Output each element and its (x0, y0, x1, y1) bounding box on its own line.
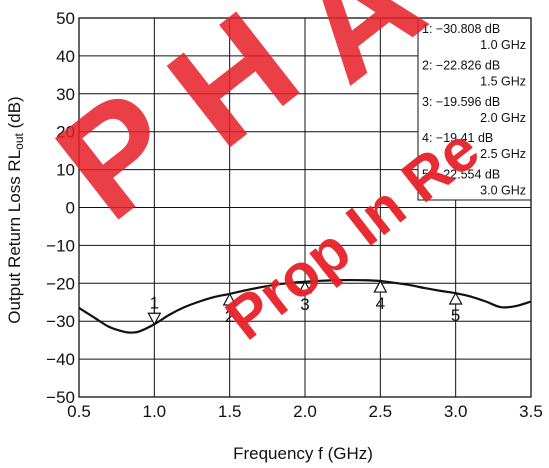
readout-5-freq: 3.0 GHz (480, 184, 526, 198)
x-tick-label: 2.0 (293, 402, 317, 421)
return-loss-curve (78, 278, 532, 334)
y-tick-label: −10 (46, 236, 75, 255)
readout-3-freq: 2.0 GHz (480, 111, 526, 125)
y-tick-label: 50 (56, 9, 75, 28)
readout-4-value: 4: −19.41 dB (422, 131, 493, 145)
y-axis-title-subscript: out (12, 132, 26, 149)
tick-labels: 0.5 1.0 1.5 2.0 2.5 3.0 3.5 50 40 30 20 10 0 −10 −20 −3… (46, 9, 543, 421)
marker-3-triangle (297, 280, 313, 294)
watermark-glyph: P (27, 57, 209, 251)
x-tick-label: 1.0 (143, 402, 167, 421)
marker-1-triangle (147, 312, 162, 326)
x-tick-label: 3.5 (519, 402, 543, 421)
plot-frame (78, 17, 532, 398)
marker-2-label: 2 (225, 307, 234, 326)
marker-readout-box: 1: −30.808 dB 1.0 GHz 2: −22.826 dB 1.5 GHz… (417, 17, 532, 201)
curve-layer (78, 278, 532, 334)
readout-5-value: 5: −22.554 dB (422, 168, 500, 182)
marker-3-label: 3 (300, 295, 309, 314)
y-axis-title-main: Output Return Loss RL (5, 150, 24, 324)
marker-1-label: 1 (150, 293, 159, 312)
x-tick-label: 0.5 (67, 402, 91, 421)
marker-2-triangle (222, 292, 237, 306)
marker-5-label: 5 (451, 306, 460, 325)
y-tick-label: −20 (46, 274, 75, 293)
readout-3-value: 3: −19.596 dB (422, 95, 500, 109)
y-tick-label: −40 (46, 350, 75, 369)
y-axis-title: Output Return Loss RLout (dB) (5, 96, 26, 323)
readout-1-value: 1: −30.808 dB (422, 22, 500, 36)
y-axis-title-unit: (dB) (5, 96, 24, 133)
marker-4-triangle (373, 279, 388, 293)
readout-2-freq: 1.5 GHz (480, 74, 526, 88)
y-tick-label: 30 (56, 85, 75, 104)
marker-layer: 1 2 3 4 5 (147, 279, 463, 326)
watermark-glyph: H (139, 0, 328, 179)
y-tick-label: 0 (66, 199, 75, 218)
x-tick-label: 3.0 (444, 402, 468, 421)
x-tick-label: 1.5 (218, 402, 242, 421)
y-tick-label: −50 (46, 388, 75, 407)
readout-box-frame (417, 17, 532, 201)
x-tick-label: 2.5 (369, 402, 393, 421)
y-tick-label: −30 (46, 312, 75, 331)
y-tick-label: 20 (56, 123, 75, 142)
readout-2-value: 2: −22.826 dB (422, 58, 500, 72)
y-tick-label: 10 (56, 161, 75, 180)
marker-4-label: 4 (376, 294, 385, 313)
y-tick-label: 40 (56, 47, 75, 66)
marker-5-triangle (448, 291, 463, 305)
readout-4-freq: 2.5 GHz (480, 147, 526, 161)
readout-1-freq: 1.0 GHz (480, 38, 526, 52)
x-axis-title: Frequency f (GHz) (233, 444, 373, 463)
